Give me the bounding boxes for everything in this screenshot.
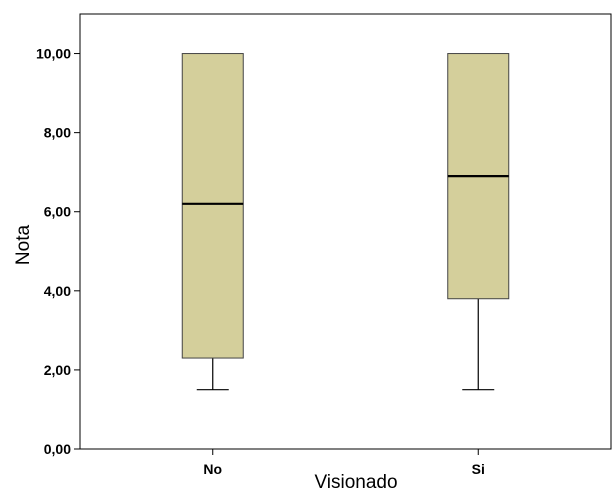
x-axis-title: Visionado bbox=[314, 472, 397, 491]
y-axis: 0,00 2,00 4,00 6,00 8,00 10,00 bbox=[36, 46, 80, 457]
plot-frame bbox=[79, 13, 612, 450]
iqr-box bbox=[181, 53, 244, 359]
y-tick-label: 10,00 bbox=[36, 46, 71, 62]
x-tick-label: No bbox=[203, 461, 222, 477]
box-si bbox=[447, 53, 510, 391]
y-tick-label: 0,00 bbox=[44, 441, 71, 457]
y-axis-title: Nota bbox=[13, 225, 34, 266]
x-tick-label: Si bbox=[472, 461, 485, 477]
y-tick-label: 4,00 bbox=[44, 283, 71, 299]
x-axis: No Si bbox=[203, 449, 485, 477]
box-group bbox=[181, 53, 510, 391]
y-tick-label: 8,00 bbox=[44, 125, 71, 141]
box-no bbox=[181, 53, 244, 391]
y-tick-label: 2,00 bbox=[44, 362, 71, 378]
y-tick-label: 6,00 bbox=[44, 204, 71, 220]
